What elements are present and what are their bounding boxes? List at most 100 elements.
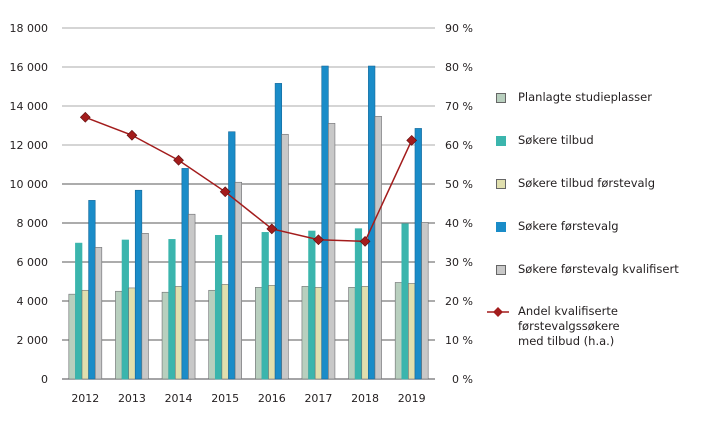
x-tick-label: 2019 bbox=[398, 392, 426, 405]
line-point bbox=[266, 223, 278, 235]
bar bbox=[68, 293, 76, 380]
bar bbox=[261, 232, 269, 380]
bar bbox=[94, 247, 103, 380]
legend-label: Andel kvalifiserte førstevalgssøkere med… bbox=[518, 304, 719, 349]
bar bbox=[321, 65, 329, 380]
right-tick-label: 20 % bbox=[445, 295, 473, 308]
x-tick-label: 2012 bbox=[71, 392, 99, 405]
bar bbox=[301, 286, 309, 380]
line-point bbox=[173, 154, 184, 166]
left-tick-label: 0 bbox=[41, 373, 48, 386]
bar bbox=[181, 168, 189, 380]
left-tick-label: 14 000 bbox=[10, 100, 49, 113]
left-tick-label: 2 000 bbox=[17, 334, 49, 347]
right-axis-ticks: 0 % 10 % 20 % 30 % 40 % 50 % 60 % 70 % 80 % 90 % bbox=[445, 22, 473, 386]
bar bbox=[401, 223, 409, 380]
bar bbox=[268, 285, 276, 380]
legend-label: Søkere førstevalg bbox=[518, 219, 619, 233]
bar bbox=[234, 181, 242, 380]
legend-item-forstevalg-kvalifisert: Søkere førstevalg kvalifisert bbox=[496, 262, 679, 277]
right-tick-label: 80 % bbox=[445, 61, 473, 74]
x-tick-label: 2016 bbox=[258, 392, 286, 405]
x-tick-label: 2013 bbox=[118, 392, 146, 405]
legend-swatch bbox=[496, 179, 506, 189]
left-tick-label: 8 000 bbox=[17, 217, 49, 230]
x-tick-label: 2017 bbox=[304, 392, 332, 405]
left-axis-ticks: 0 2 000 4 000 6 000 8 000 10 000 12 000 14 000 1… bbox=[10, 22, 49, 386]
legend-label-line2: med tilbud (h.a.) bbox=[518, 334, 615, 348]
legend-item-tilbud-forstevalg: Søkere tilbud førstevalg bbox=[496, 176, 655, 191]
legend-label-line1: Andel kvalifiserte førstevalgssøkere bbox=[518, 304, 620, 333]
bar bbox=[174, 286, 183, 380]
legend-item-andel: Andel kvalifiserte førstevalgssøkere med… bbox=[487, 304, 719, 349]
line-point bbox=[359, 235, 371, 247]
legend-label: Planlagte studieplasser bbox=[518, 90, 652, 104]
bar bbox=[134, 189, 143, 380]
right-tick-label: 10 % bbox=[445, 334, 473, 347]
bar bbox=[308, 230, 316, 380]
right-tick-label: 30 % bbox=[445, 256, 473, 269]
bar bbox=[354, 228, 363, 380]
left-tick-label: 12 000 bbox=[10, 139, 49, 152]
legend-label: Søkere førstevalg kvalifisert bbox=[518, 262, 679, 276]
bar bbox=[141, 233, 149, 380]
legend-line-marker bbox=[487, 304, 509, 320]
bar bbox=[281, 133, 289, 380]
right-tick-label: 50 % bbox=[445, 178, 473, 191]
legend-label: Søkere tilbud førstevalg bbox=[518, 176, 656, 190]
left-tick-label: 16 000 bbox=[10, 61, 49, 74]
bar bbox=[221, 284, 229, 380]
line-point bbox=[406, 134, 418, 146]
right-tick-label: 90 % bbox=[445, 22, 473, 35]
x-tick-label: 2018 bbox=[351, 392, 379, 405]
bar bbox=[161, 291, 169, 380]
bar bbox=[255, 287, 263, 380]
left-tick-label: 6 000 bbox=[17, 256, 49, 269]
bar bbox=[208, 289, 216, 380]
bar bbox=[128, 287, 136, 380]
x-axis-ticks: 2012 2013 2014 2015 2016 2017 2018 2019 bbox=[71, 392, 425, 405]
bar bbox=[121, 239, 129, 380]
bar bbox=[75, 242, 83, 380]
line-point bbox=[219, 186, 231, 198]
legend-swatch bbox=[496, 136, 506, 146]
x-tick-label: 2015 bbox=[211, 392, 239, 405]
right-tick-label: 0 % bbox=[452, 373, 473, 386]
bar bbox=[361, 286, 369, 380]
line-point bbox=[79, 111, 91, 123]
bar bbox=[81, 289, 89, 380]
x-tick-label: 2014 bbox=[165, 392, 193, 405]
legend-swatch bbox=[496, 222, 506, 232]
left-tick-label: 10 000 bbox=[10, 178, 49, 191]
legend-item-planlagte: Planlagte studieplasser bbox=[496, 90, 652, 105]
left-tick-label: 18 000 bbox=[10, 22, 49, 35]
right-tick-label: 60 % bbox=[445, 139, 473, 152]
bar bbox=[188, 213, 196, 380]
legend-swatch bbox=[496, 265, 506, 275]
bar bbox=[394, 282, 403, 380]
bars bbox=[68, 65, 429, 380]
legend-item-forstevalg: Søkere førstevalg bbox=[496, 219, 619, 234]
bar bbox=[168, 239, 176, 380]
bar bbox=[314, 287, 323, 380]
bar bbox=[214, 234, 223, 380]
bar bbox=[414, 128, 422, 380]
bar bbox=[374, 116, 382, 380]
bar bbox=[408, 283, 416, 380]
left-tick-label: 4 000 bbox=[17, 295, 49, 308]
line-point bbox=[126, 129, 138, 141]
legend-swatch bbox=[496, 93, 506, 103]
bar bbox=[421, 222, 429, 380]
line-point bbox=[313, 234, 324, 246]
line-path bbox=[85, 116, 413, 243]
bar bbox=[115, 290, 123, 380]
right-tick-label: 40 % bbox=[445, 217, 473, 230]
share-line bbox=[79, 111, 418, 247]
bar bbox=[88, 200, 96, 380]
legend-label: Søkere tilbud bbox=[518, 133, 594, 147]
legend-item-sokere-tilbud: Søkere tilbud bbox=[496, 133, 594, 148]
right-tick-label: 70 % bbox=[445, 100, 473, 113]
bar bbox=[328, 123, 336, 380]
bar bbox=[348, 287, 356, 380]
